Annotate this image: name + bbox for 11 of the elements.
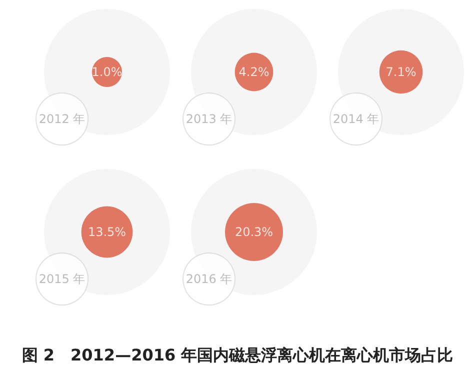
category-label: 2012 年	[38, 112, 86, 126]
category-label: 2016 年	[186, 272, 232, 286]
text: 图 2 2012—2016 年国内磁悬浮离心机在离心机市场占比	[22, 346, 454, 364]
category-label: 2014 年	[332, 112, 380, 126]
data-label: 4.2%	[238, 65, 270, 79]
data-label: 20.3%	[234, 225, 274, 239]
category-label: 2015 年	[38, 272, 86, 286]
data-label: 7.1%	[386, 65, 416, 79]
category-label: 2013 年	[186, 112, 232, 126]
data-label: 1.0%	[92, 65, 122, 79]
data-label: 13.5%	[88, 225, 126, 239]
